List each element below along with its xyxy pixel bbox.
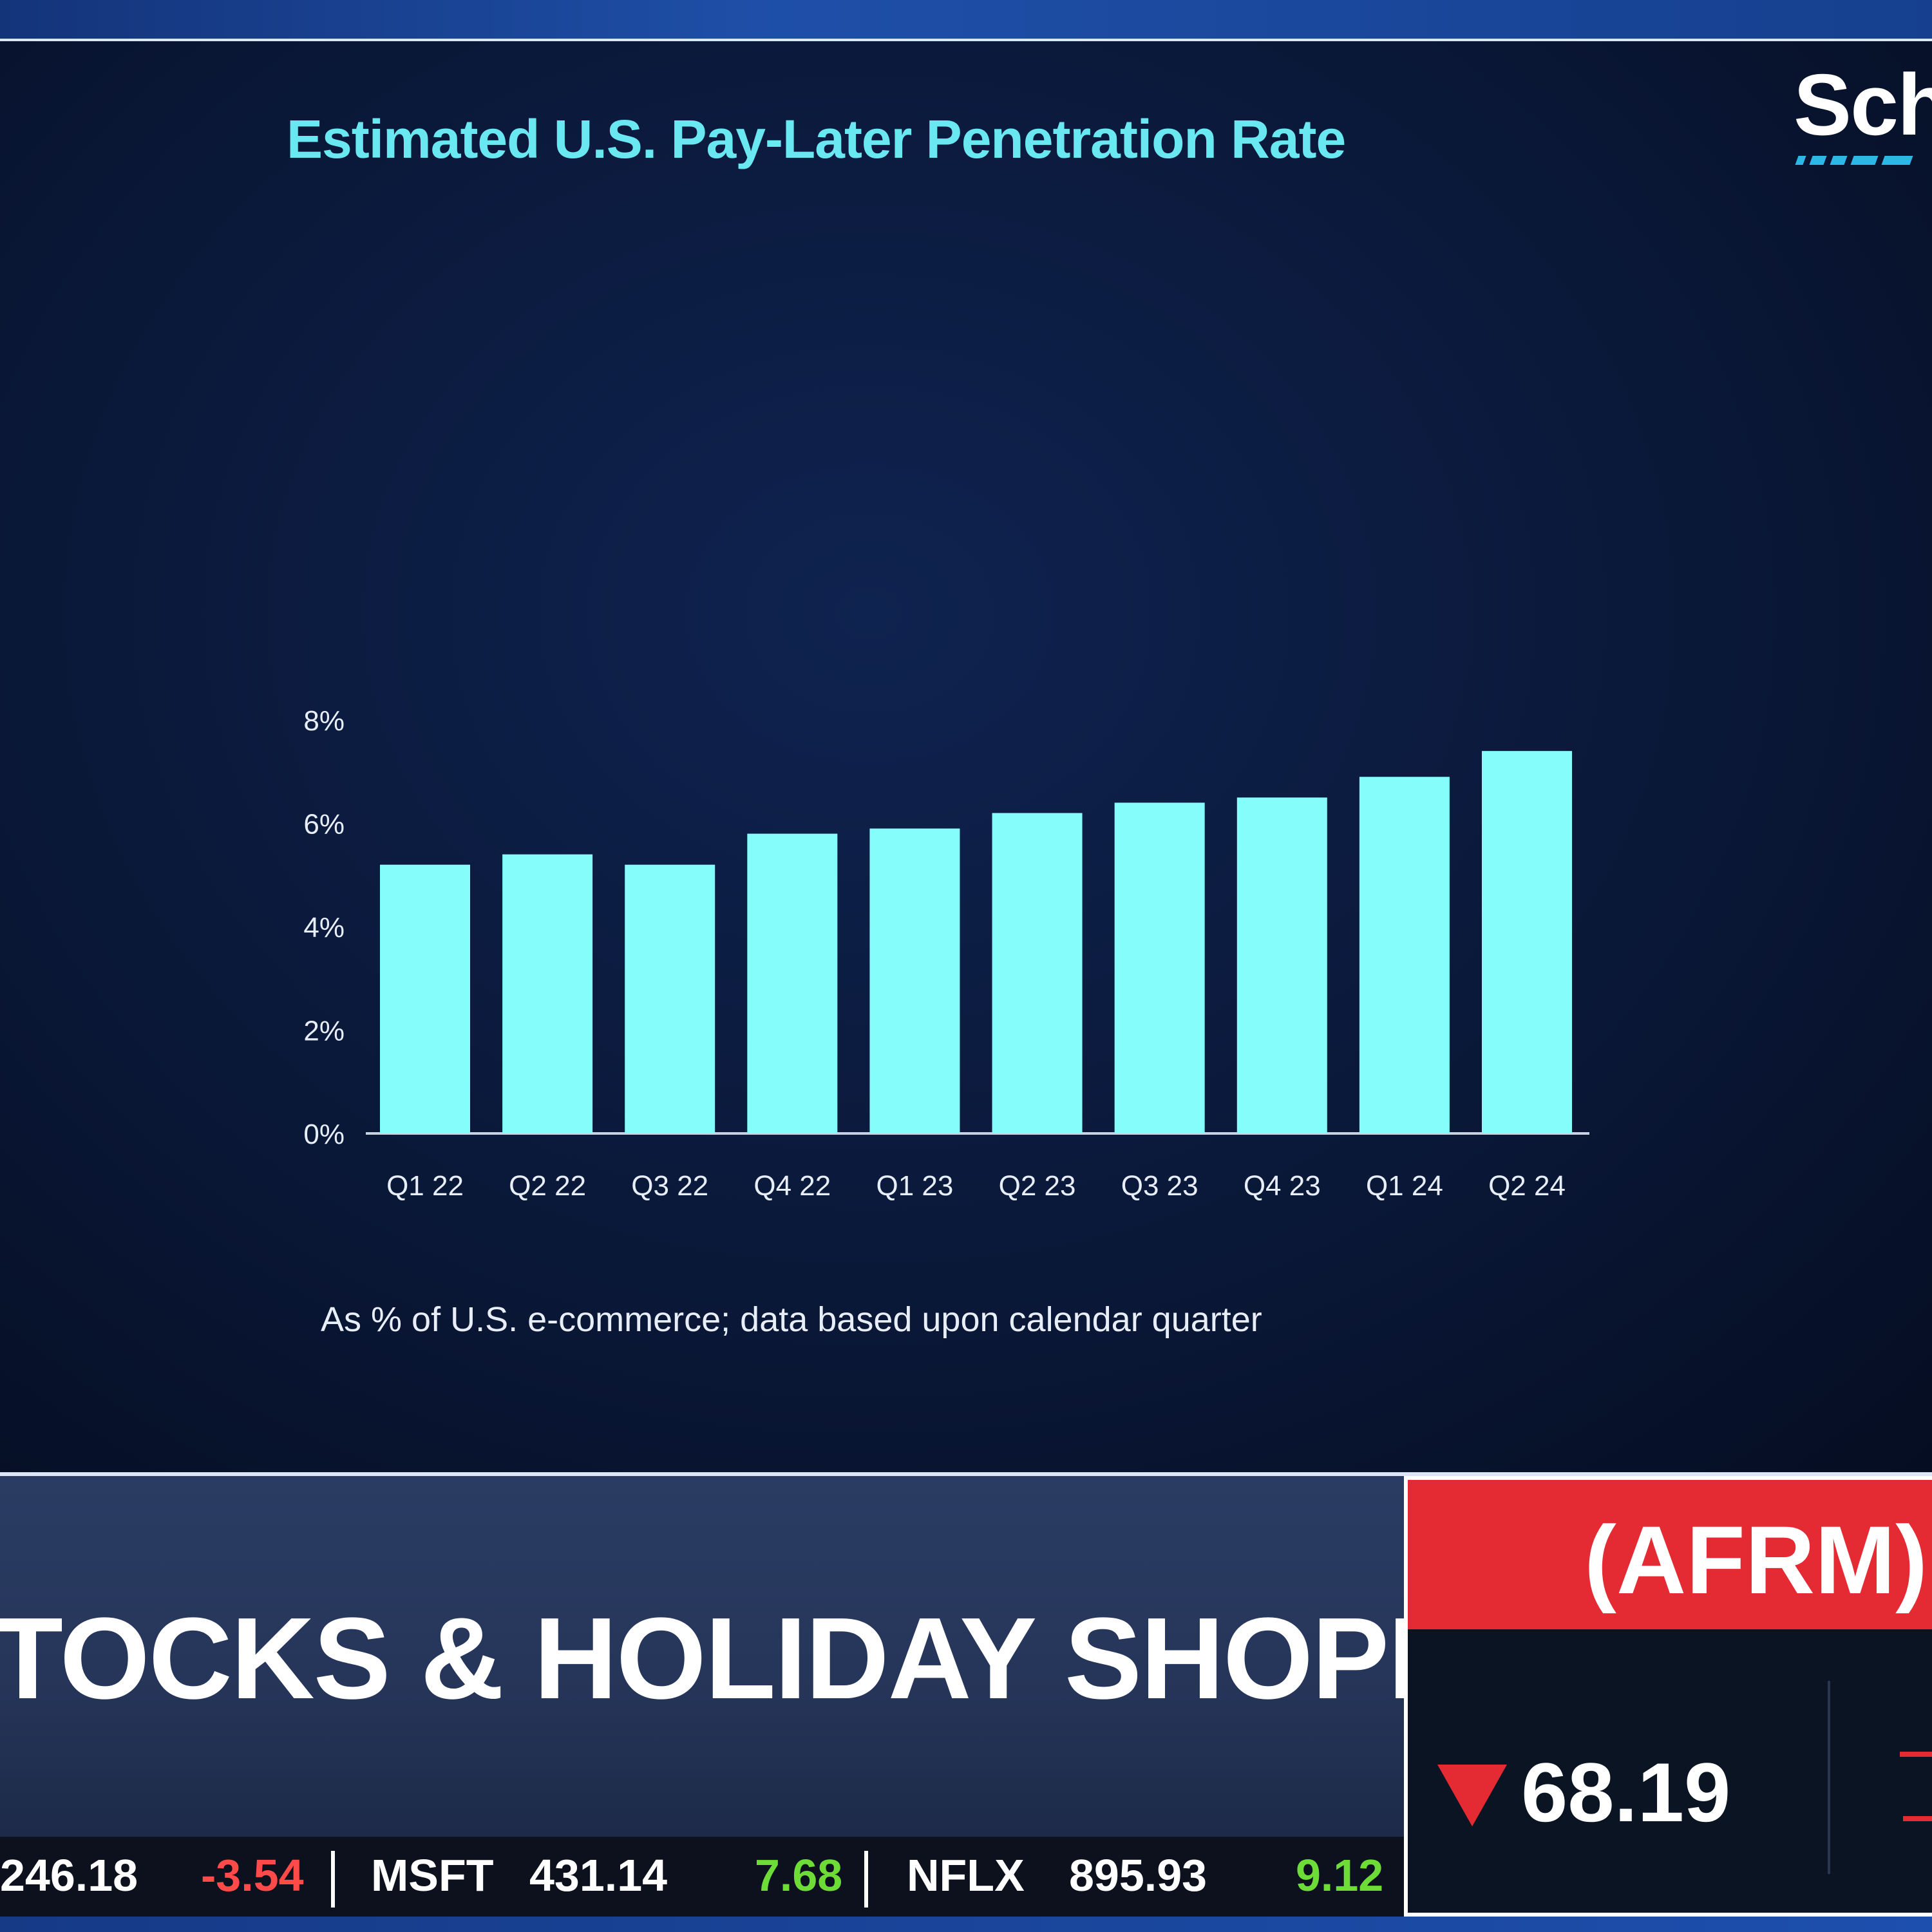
lower-third-divider [0, 1472, 1932, 1476]
x-tick-label: Q4 22 [753, 1170, 831, 1202]
headline-text: TOCKS & HOLIDAY SHOPPING [0, 1594, 1667, 1723]
bar-chart: 0% 2% 4% 6% 8% Q1 22 Q2 22 Q3 22 Q4 22 Q1 23 Q2 23… [303, 705, 1589, 1202]
chart-footnote: As % of U.S. e-commerce; data based upon… [321, 1300, 1262, 1339]
stock-price: 68.19 [1521, 1745, 1731, 1839]
x-tick-label: Q1 24 [1366, 1170, 1443, 1202]
x-tick-label: Q3 23 [1121, 1170, 1198, 1202]
minus-sign-icon [1903, 1816, 1932, 1821]
stock-box-divider [1828, 1681, 1830, 1874]
bar [992, 813, 1083, 1133]
bar [502, 854, 593, 1133]
x-tick-label: Q4 23 [1244, 1170, 1321, 1202]
x-tick-label: Q2 22 [509, 1170, 586, 1202]
bar [747, 833, 838, 1133]
y-tick-label: 2% [303, 1016, 345, 1047]
headline-band [0, 1476, 1404, 1837]
bar [380, 864, 470, 1133]
y-tick-label: 4% [303, 912, 345, 943]
bar [1482, 751, 1572, 1133]
ticker-change-0: -3.54 [201, 1850, 304, 1900]
x-tick-label: Q1 23 [876, 1170, 954, 1202]
bar [1236, 797, 1327, 1133]
bar [1359, 777, 1450, 1133]
y-tick-label: 0% [303, 1119, 345, 1150]
bar [869, 828, 960, 1133]
stock-quote-header [1408, 1480, 1932, 1629]
ticker-change-2: 9.12 [1296, 1850, 1384, 1900]
x-tick-label: Q2 23 [999, 1170, 1076, 1202]
ticker-separator [864, 1851, 868, 1908]
stock-symbol: (AFRM) [1584, 1506, 1928, 1614]
chart-panel [0, 41, 1932, 1472]
ticker-price-1: 431.14 [529, 1850, 668, 1900]
bottom-banner [0, 1917, 1932, 1932]
x-tick-label: Q2 24 [1488, 1170, 1566, 1202]
x-tick-label: Q3 22 [631, 1170, 708, 1202]
stock-ticker [0, 1837, 1404, 1917]
top-divider [0, 39, 1932, 41]
bar [1114, 802, 1205, 1133]
ticker-symbol-1: MSFT [371, 1850, 494, 1900]
top-banner [0, 0, 1932, 39]
ticker-symbol-2: NFLX [907, 1850, 1025, 1900]
ticker-separator [331, 1851, 335, 1908]
network-logo: Sch [1794, 56, 1932, 153]
chart-title: Estimated U.S. Pay-Later Penetration Rat… [287, 109, 1346, 169]
ticker-price-2: 895.93 [1069, 1850, 1208, 1900]
minus-sign-icon [1900, 1752, 1932, 1757]
bar [625, 864, 715, 1133]
ticker-price-0: 246.18 [0, 1850, 138, 1900]
y-tick-label: 6% [303, 809, 345, 840]
y-tick-label: 8% [303, 705, 345, 737]
x-tick-label: Q1 22 [386, 1170, 464, 1202]
ticker-change-1: 7.68 [755, 1850, 843, 1900]
down-arrow-icon [1437, 1765, 1507, 1826]
